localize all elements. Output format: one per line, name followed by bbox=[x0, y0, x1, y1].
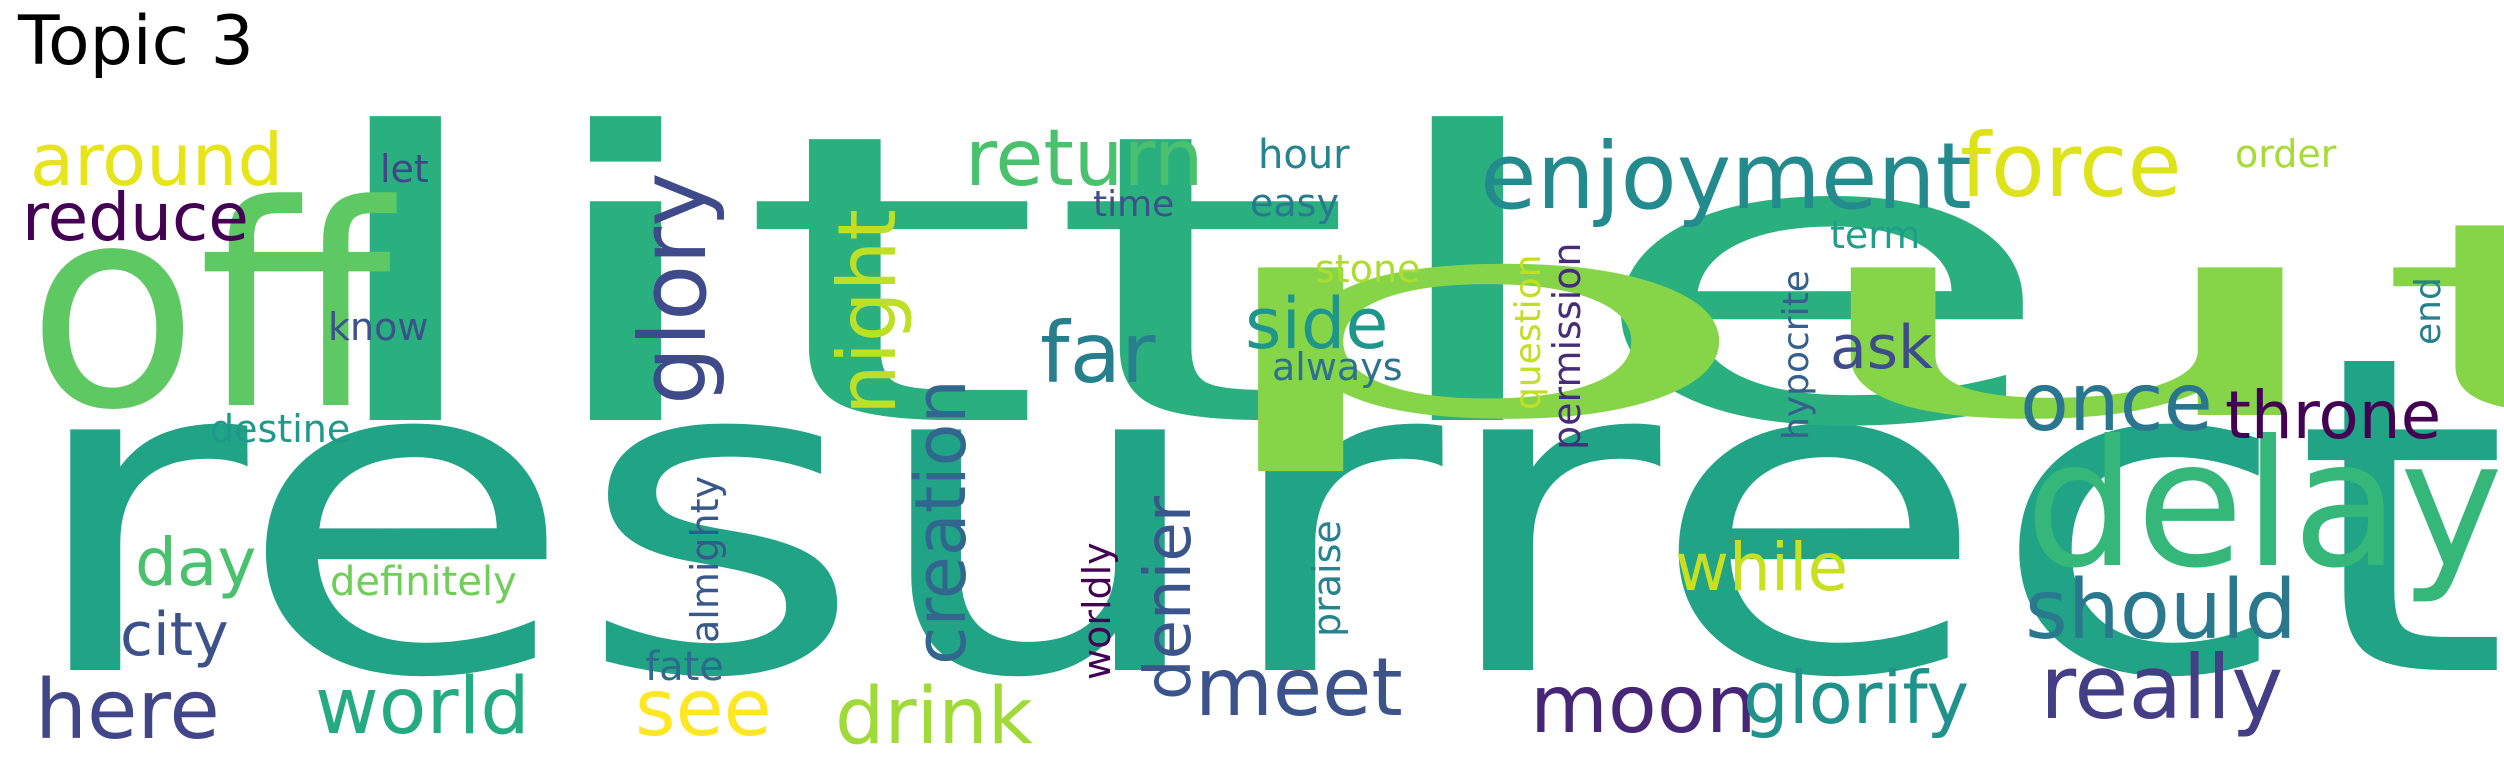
word-always: always bbox=[1272, 345, 1403, 389]
word-drink: drink bbox=[835, 672, 1033, 762]
word-end: end bbox=[2408, 277, 2449, 345]
word-see: see bbox=[635, 664, 772, 754]
word-should: should bbox=[2025, 563, 2297, 658]
word-stone: stone bbox=[1315, 247, 1420, 291]
word-here: here bbox=[35, 663, 220, 758]
word-term: term bbox=[1830, 213, 1920, 257]
word-glory: glory bbox=[620, 172, 727, 405]
word-definitely: definitely bbox=[330, 559, 517, 605]
word-once: once bbox=[2020, 356, 2213, 449]
word-put: put bbox=[1173, 164, 2504, 479]
word-denier: denier bbox=[1132, 495, 1206, 700]
word-around: around bbox=[30, 118, 283, 202]
word-throne: throne bbox=[2225, 377, 2441, 454]
word-hypocrite: hypocrite bbox=[1776, 270, 1817, 440]
word-force: force bbox=[1960, 114, 2182, 217]
word-little: little bbox=[295, 50, 2065, 515]
word-moon: moon bbox=[1530, 658, 1757, 751]
word-reduce: reduce bbox=[22, 179, 249, 256]
word-praise: praise bbox=[1305, 520, 1349, 637]
word-worldly: worldly bbox=[1075, 542, 1119, 680]
word-while: while bbox=[1675, 529, 1848, 606]
word-glorify: glorify bbox=[1743, 656, 1969, 740]
word-really: really bbox=[2040, 636, 2283, 739]
word-permission: permission bbox=[1545, 242, 1589, 450]
word-hour: hour bbox=[1258, 132, 1350, 178]
word-side: side bbox=[1245, 283, 1388, 365]
word-question: question bbox=[1508, 254, 1549, 410]
word-enjoyment: enjoyment bbox=[1480, 123, 1972, 230]
word-ask: ask bbox=[1830, 313, 1933, 383]
word-far: far bbox=[1040, 304, 1156, 402]
word-almighty: almighty bbox=[683, 476, 727, 643]
word-fate: fate bbox=[645, 644, 724, 690]
word-order: order bbox=[2235, 132, 2337, 176]
word-let: let bbox=[380, 147, 429, 191]
word-day: day bbox=[135, 524, 256, 601]
word-know: know bbox=[328, 305, 428, 349]
word-meet: meet bbox=[1195, 641, 1403, 734]
word-delay: delay bbox=[2025, 404, 2503, 607]
word-easy: easy bbox=[1250, 181, 1339, 225]
word-world: world bbox=[315, 662, 530, 752]
word-city: city bbox=[120, 600, 229, 670]
word-resurrect: resurrect bbox=[20, 262, 2504, 764]
topic-title: Topic 3 bbox=[18, 2, 254, 81]
word-creation: creation bbox=[900, 379, 982, 665]
word-destine: destine bbox=[210, 407, 350, 451]
word-night: night bbox=[821, 209, 914, 415]
word-time: time bbox=[1093, 184, 1174, 225]
word-return: return bbox=[965, 114, 1204, 204]
word-off: off bbox=[27, 146, 400, 472]
